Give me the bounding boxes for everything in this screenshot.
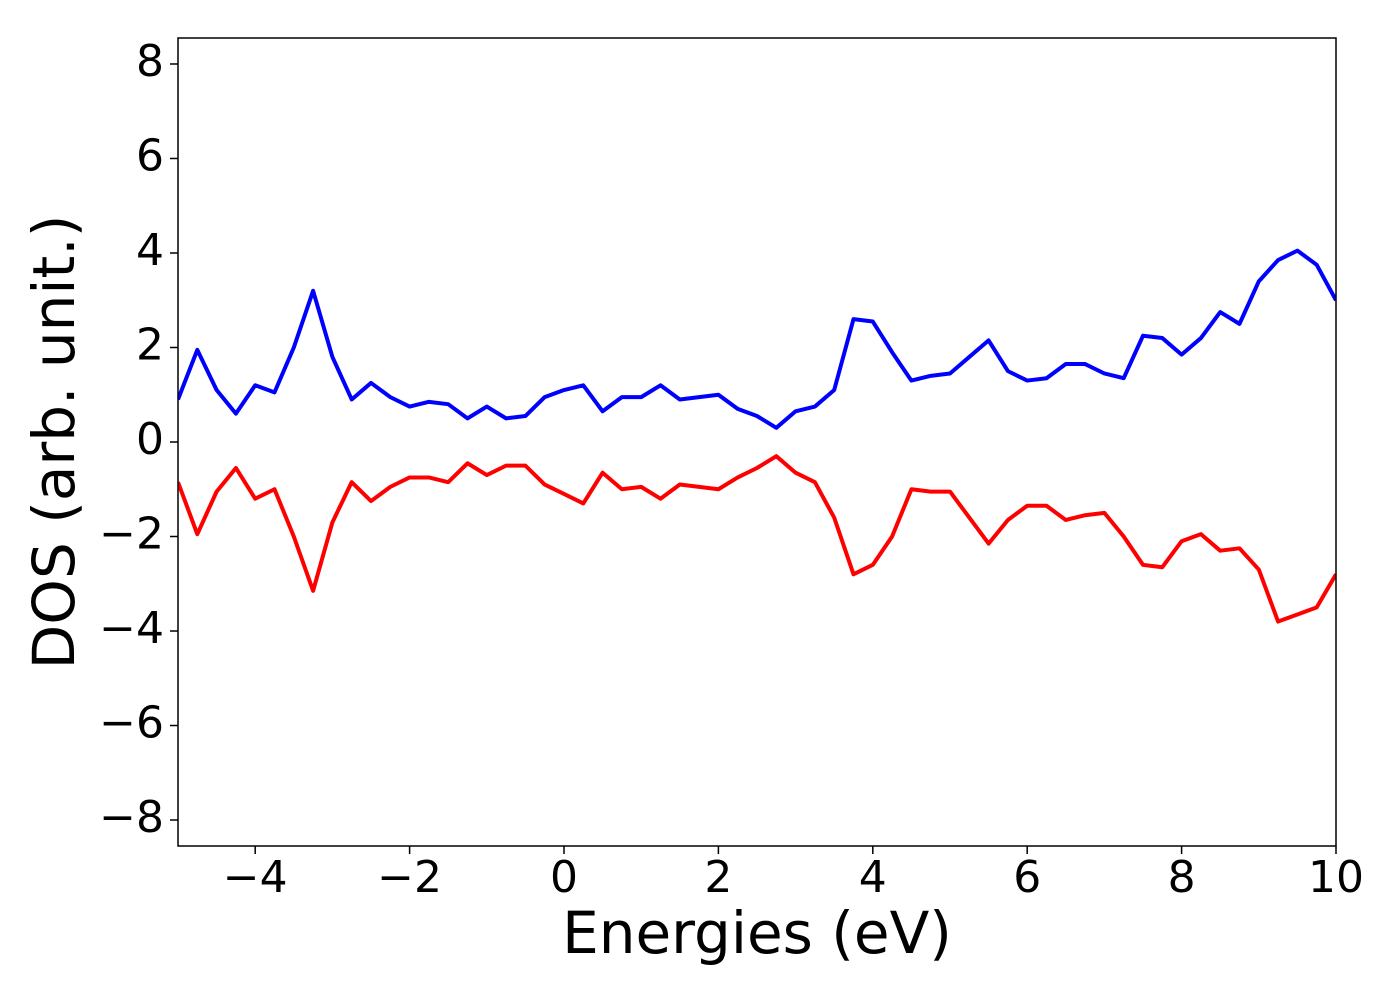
plot-frame	[177, 37, 1337, 847]
x-tick-label: 2	[704, 852, 732, 903]
y-tick-label: −2	[99, 509, 164, 560]
y-tick-label: 0	[136, 414, 164, 465]
y-tick-label: 4	[136, 225, 164, 276]
x-tick-label: 8	[1168, 852, 1196, 903]
x-tick-label: 10	[1308, 852, 1364, 903]
x-tick-label: −4	[223, 852, 288, 903]
x-tick-label: −2	[377, 852, 442, 903]
y-tick-label: 8	[136, 36, 164, 87]
line-series	[178, 248, 1336, 430]
y-tick-label: −6	[99, 698, 164, 749]
x-tick-label: 0	[550, 852, 578, 903]
y-tick-label: 6	[136, 130, 164, 181]
y-axis-label: DOS (arb. unit.)	[20, 215, 88, 670]
line-series	[178, 454, 1336, 624]
y-tick-label: 2	[136, 319, 164, 370]
x-tick-label: 6	[1013, 852, 1041, 903]
x-tick-label: 4	[859, 852, 887, 903]
y-tick-label: −4	[99, 603, 164, 654]
x-axis-label: Energies (eV)	[562, 899, 952, 967]
y-tick-label: −8	[99, 792, 164, 843]
